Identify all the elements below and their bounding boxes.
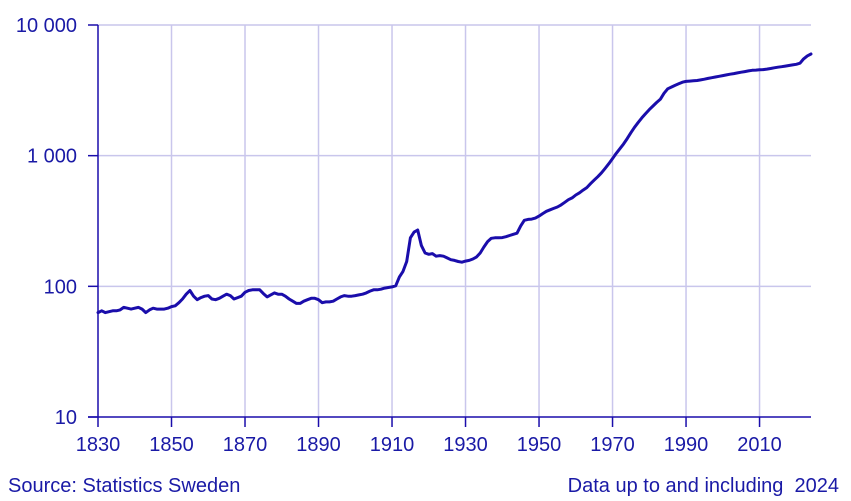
x-tick-label: 1950 (517, 434, 562, 456)
x-tick-label: 1850 (149, 434, 194, 456)
y-tick-label: 10 (55, 407, 77, 429)
axes (88, 24, 811, 427)
x-tick-label: 1970 (590, 434, 635, 456)
grid (98, 24, 811, 417)
x-tick-label: 1990 (664, 434, 709, 456)
x-tick-label: 1870 (223, 434, 268, 456)
source-note: Source: Statistics Sweden (8, 475, 241, 497)
y-tick-label: 100 (44, 276, 77, 298)
series-group (96, 52, 813, 315)
x-tick-label: 1930 (443, 434, 488, 456)
y-tick-label: 1 000 (27, 146, 77, 168)
tick-labels: 10 100 1 000 10 000 1830 1850 1870 1890 1910 1930… (16, 15, 782, 456)
x-tick-label: 1910 (370, 434, 415, 456)
x-tick-label: 1830 (76, 434, 121, 456)
y-tick-label: 10 000 (16, 15, 77, 37)
series-line (96, 52, 813, 315)
data-range-note: Data up to and including 2024 (567, 475, 839, 497)
x-tick-label: 1890 (296, 434, 341, 456)
line-chart: 10 100 1 000 10 000 1830 1850 1870 1890 1910 1930… (16, 15, 813, 456)
x-tick-label: 2010 (737, 434, 782, 456)
